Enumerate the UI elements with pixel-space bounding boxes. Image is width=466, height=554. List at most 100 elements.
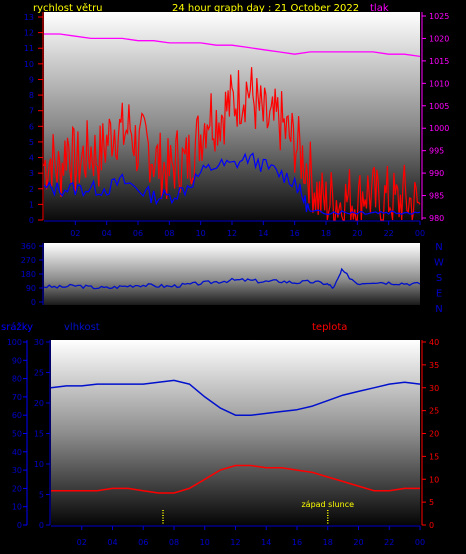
pressure-tick-label: 1015 <box>429 57 449 66</box>
wind-label: rychlost větru <box>33 2 103 14</box>
x-tick-label: 20 <box>353 538 363 547</box>
x-tick-label: 18 <box>323 538 333 547</box>
direction-tick-label: 180 <box>21 270 36 279</box>
rain-tick-label: 100 <box>7 338 22 347</box>
compass-label-e: E <box>436 289 442 300</box>
pressure-tick-label: 1005 <box>429 102 449 111</box>
wind-tick-label: 4 <box>29 154 34 163</box>
rain-tick-label: 60 <box>12 411 22 420</box>
compass-label-s: S <box>436 273 442 284</box>
direction-tick-label: 270 <box>21 256 36 265</box>
temperature-tick-label: 20 <box>429 430 439 439</box>
compass-label-n: N <box>435 242 442 253</box>
wind-average-series <box>43 152 421 216</box>
pressure-tick-label: 980 <box>429 214 444 223</box>
humidity-axis-label: vlhkost <box>64 322 100 333</box>
rain-tick-label: 10 <box>12 503 22 512</box>
humidity-tick-label: 10 <box>34 460 44 469</box>
rain-tick-label: 30 <box>12 466 22 475</box>
temperature-series <box>51 464 420 494</box>
x-tick-label: 12 <box>227 229 237 238</box>
x-tick-label: 04 <box>107 538 117 547</box>
compass-label-w: W <box>434 258 444 269</box>
x-tick-label: 22 <box>384 538 394 547</box>
x-tick-label: 02 <box>70 229 80 238</box>
compass-label-n: N <box>435 304 442 315</box>
wind-tick-label: 12 <box>24 29 34 38</box>
x-tick-label: 20 <box>352 229 362 238</box>
x-tick-label: 10 <box>200 538 210 547</box>
pressure-tick-label: 1025 <box>429 12 449 21</box>
humidity-tick-label: 0 <box>39 521 44 530</box>
x-tick-label: 06 <box>138 538 148 547</box>
pressure-label: tlak <box>370 3 389 14</box>
rain-humidity-temp-panel: 0102030405060708090100051015202530051015… <box>7 338 439 547</box>
graph-title: 24 hour graph day : 21 October 2022 <box>172 3 359 14</box>
x-tick-label: 14 <box>258 229 268 238</box>
x-tick-label: 22 <box>384 229 394 238</box>
x-tick-label: 16 <box>290 229 300 238</box>
plot-area <box>44 12 420 220</box>
temperature-tick-label: 15 <box>429 452 439 461</box>
temperature-tick-label: 10 <box>429 475 439 484</box>
rain-tick-label: 80 <box>12 375 22 384</box>
x-tick-label: 14 <box>261 538 271 547</box>
direction-tick-label: 360 <box>21 242 36 251</box>
temperature-tick-label: 0 <box>429 521 434 530</box>
pressure-tick-label: 1010 <box>429 79 449 88</box>
wind-gust-series <box>43 67 421 221</box>
humidity-tick-label: 5 <box>39 491 44 500</box>
plot-area <box>44 243 420 305</box>
x-tick-label: 10 <box>196 229 206 238</box>
x-tick-label: 06 <box>133 229 143 238</box>
pressure-tick-label: 995 <box>429 147 444 156</box>
pressure-tick-label: 1000 <box>429 124 449 133</box>
temperature-tick-label: 5 <box>429 498 434 507</box>
wind-pressure-panel: 0123456789101112139809859909951000100510… <box>24 12 449 238</box>
wind-tick-label: 8 <box>29 91 34 100</box>
x-tick-label: 12 <box>230 538 240 547</box>
wind-tick-label: 6 <box>29 122 34 131</box>
wind-tick-label: 10 <box>24 60 34 69</box>
rain-tick-label: 20 <box>12 484 22 493</box>
x-tick-label: 08 <box>169 538 179 547</box>
rain-tick-label: 90 <box>12 356 22 365</box>
sunset-label: západ slunce <box>301 500 354 509</box>
plot-area <box>51 340 420 525</box>
x-tick-label: 04 <box>102 229 112 238</box>
humidity-tick-label: 15 <box>34 430 44 439</box>
x-tick-label: 02 <box>77 538 87 547</box>
wind-tick-label: 1 <box>29 200 34 209</box>
rain-tick-label: 40 <box>12 448 22 457</box>
pressure-tick-label: 990 <box>429 169 444 178</box>
temperature-tick-label: 35 <box>429 361 439 370</box>
rain-tick-label: 70 <box>12 393 22 402</box>
wind-tick-label: 7 <box>29 107 34 116</box>
wind-tick-label: 9 <box>29 75 34 84</box>
temperature-tick-label: 25 <box>429 407 439 416</box>
pressure-tick-label: 1020 <box>429 34 449 43</box>
temperature-tick-label: 40 <box>429 338 439 347</box>
x-tick-label: 00 <box>415 229 425 238</box>
rain-tick-label: 0 <box>17 521 22 530</box>
wind-tick-label: 13 <box>24 13 34 22</box>
temperature-tick-label: 30 <box>429 384 439 393</box>
wind-tick-label: 11 <box>24 44 34 53</box>
wind-tick-label: 2 <box>29 185 34 194</box>
pressure-series <box>44 33 421 58</box>
humidity-tick-label: 25 <box>34 369 44 378</box>
wind-tick-label: 0 <box>29 216 34 225</box>
temperature-axis-label: teplota <box>312 322 347 333</box>
x-tick-label: 16 <box>292 538 302 547</box>
direction-tick-label: 0 <box>31 298 36 307</box>
humidity-tick-label: 20 <box>34 399 44 408</box>
wind-direction-series <box>43 267 421 290</box>
wind-tick-label: 3 <box>29 169 34 178</box>
direction-tick-label: 90 <box>26 284 36 293</box>
pressure-tick-label: 985 <box>429 192 444 201</box>
x-tick-label: 18 <box>321 229 331 238</box>
humidity-series <box>50 379 421 416</box>
wind-tick-label: 5 <box>29 138 34 147</box>
